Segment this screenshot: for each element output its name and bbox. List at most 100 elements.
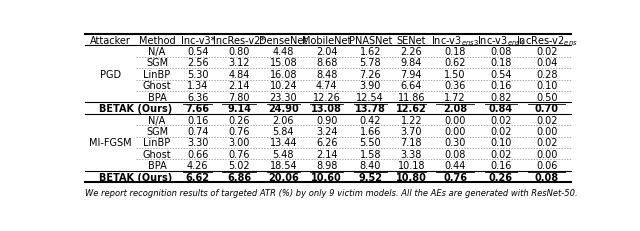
Text: 0.44: 0.44	[444, 161, 466, 170]
Text: 1.62: 1.62	[360, 47, 381, 57]
Text: Ghost: Ghost	[143, 81, 172, 91]
Text: 0.00: 0.00	[536, 126, 557, 136]
Text: 0.00: 0.00	[444, 126, 466, 136]
Text: 2.08: 2.08	[443, 104, 467, 114]
Text: 0.28: 0.28	[536, 70, 557, 79]
Text: LinBP: LinBP	[143, 70, 171, 79]
Text: 7.80: 7.80	[228, 92, 250, 102]
Text: 11.86: 11.86	[397, 92, 425, 102]
Text: 0.06: 0.06	[536, 161, 557, 170]
Text: BETAK (Ours): BETAK (Ours)	[99, 172, 173, 182]
Text: 3.30: 3.30	[187, 138, 209, 148]
Text: 5.84: 5.84	[273, 126, 294, 136]
Text: 16.08: 16.08	[269, 70, 297, 79]
Text: 9.84: 9.84	[401, 58, 422, 68]
Text: 7.18: 7.18	[401, 138, 422, 148]
Text: 8.40: 8.40	[360, 161, 381, 170]
Text: 4.84: 4.84	[228, 70, 250, 79]
Text: 2.14: 2.14	[316, 149, 337, 159]
Text: 0.08: 0.08	[490, 47, 511, 57]
Text: 0.16: 0.16	[490, 81, 511, 91]
Text: 0.16: 0.16	[490, 161, 511, 170]
Text: 0.54: 0.54	[187, 47, 209, 57]
Text: 2.04: 2.04	[316, 47, 337, 57]
Text: 0.80: 0.80	[228, 47, 250, 57]
Text: 0.36: 0.36	[444, 81, 466, 91]
Text: 0.84: 0.84	[489, 104, 513, 114]
Text: 15.08: 15.08	[269, 58, 297, 68]
Text: 8.98: 8.98	[316, 161, 337, 170]
Text: 5.02: 5.02	[228, 161, 250, 170]
Text: 6.26: 6.26	[316, 138, 337, 148]
Text: 0.16: 0.16	[187, 115, 209, 125]
Text: Inc-v3*: Inc-v3*	[180, 36, 215, 46]
Text: 0.42: 0.42	[360, 115, 381, 125]
Text: IncRes-v2$_{ens}$: IncRes-v2$_{ens}$	[516, 34, 577, 47]
Text: 0.76: 0.76	[228, 149, 250, 159]
Text: We report recognition results of targeted ATR (%) by only 9 victim models. All t: We report recognition results of targete…	[85, 188, 577, 197]
Text: 4.26: 4.26	[187, 161, 209, 170]
Text: 0.82: 0.82	[490, 92, 511, 102]
Text: Inc-v3$_{ens4}$: Inc-v3$_{ens4}$	[477, 34, 525, 47]
Text: 12.62: 12.62	[396, 104, 427, 114]
Text: 0.30: 0.30	[444, 138, 466, 148]
Text: 9.14: 9.14	[227, 104, 252, 114]
Text: 5.50: 5.50	[360, 138, 381, 148]
Text: N/A: N/A	[148, 115, 166, 125]
Text: PGD: PGD	[100, 70, 121, 79]
Text: 4.48: 4.48	[273, 47, 294, 57]
Text: SGM: SGM	[146, 58, 168, 68]
Text: DenseNet: DenseNet	[259, 36, 307, 46]
Text: 6.86: 6.86	[227, 172, 252, 182]
Text: Ghost: Ghost	[143, 149, 172, 159]
Text: 0.10: 0.10	[490, 138, 511, 148]
Text: BPA: BPA	[148, 161, 166, 170]
Text: 6.62: 6.62	[186, 172, 210, 182]
Text: 0.02: 0.02	[536, 47, 557, 57]
Text: 24.90: 24.90	[268, 104, 299, 114]
Text: 2.56: 2.56	[187, 58, 209, 68]
Text: 0.50: 0.50	[536, 92, 557, 102]
Text: 1.66: 1.66	[360, 126, 381, 136]
Text: LinBP: LinBP	[143, 138, 171, 148]
Text: 0.00: 0.00	[444, 115, 466, 125]
Text: 7.66: 7.66	[186, 104, 210, 114]
Text: 0.90: 0.90	[316, 115, 337, 125]
Text: 0.76: 0.76	[228, 126, 250, 136]
Text: 0.66: 0.66	[187, 149, 209, 159]
Text: 12.26: 12.26	[313, 92, 340, 102]
Text: 10.80: 10.80	[396, 172, 427, 182]
Text: 2.26: 2.26	[401, 47, 422, 57]
Text: 20.06: 20.06	[268, 172, 299, 182]
Text: 6.64: 6.64	[401, 81, 422, 91]
Text: MobileNet: MobileNet	[302, 36, 351, 46]
Text: IncRes-v2*: IncRes-v2*	[213, 36, 266, 46]
Text: 0.54: 0.54	[490, 70, 511, 79]
Text: 0.08: 0.08	[444, 149, 466, 159]
Text: Inc-v3$_{ens3}$: Inc-v3$_{ens3}$	[431, 34, 479, 47]
Text: 5.30: 5.30	[187, 70, 209, 79]
Text: 0.18: 0.18	[490, 58, 511, 68]
Text: 3.38: 3.38	[401, 149, 422, 159]
Text: BPA: BPA	[148, 92, 166, 102]
Text: 13.78: 13.78	[355, 104, 386, 114]
Text: 7.94: 7.94	[401, 70, 422, 79]
Text: 8.48: 8.48	[316, 70, 337, 79]
Text: 0.26: 0.26	[489, 172, 513, 182]
Text: N/A: N/A	[148, 47, 166, 57]
Text: 7.26: 7.26	[360, 70, 381, 79]
Text: 18.54: 18.54	[269, 161, 297, 170]
Text: SENet: SENet	[397, 36, 426, 46]
Text: 0.04: 0.04	[536, 58, 557, 68]
Text: 8.68: 8.68	[316, 58, 337, 68]
Text: 0.02: 0.02	[490, 149, 511, 159]
Text: MI-FGSM: MI-FGSM	[89, 138, 132, 148]
Text: 23.30: 23.30	[269, 92, 297, 102]
Text: 0.08: 0.08	[534, 172, 559, 182]
Text: 0.00: 0.00	[536, 149, 557, 159]
Text: 5.78: 5.78	[360, 58, 381, 68]
Text: 10.18: 10.18	[397, 161, 425, 170]
Text: 1.22: 1.22	[401, 115, 422, 125]
Text: 10.60: 10.60	[312, 172, 342, 182]
Text: 3.24: 3.24	[316, 126, 337, 136]
